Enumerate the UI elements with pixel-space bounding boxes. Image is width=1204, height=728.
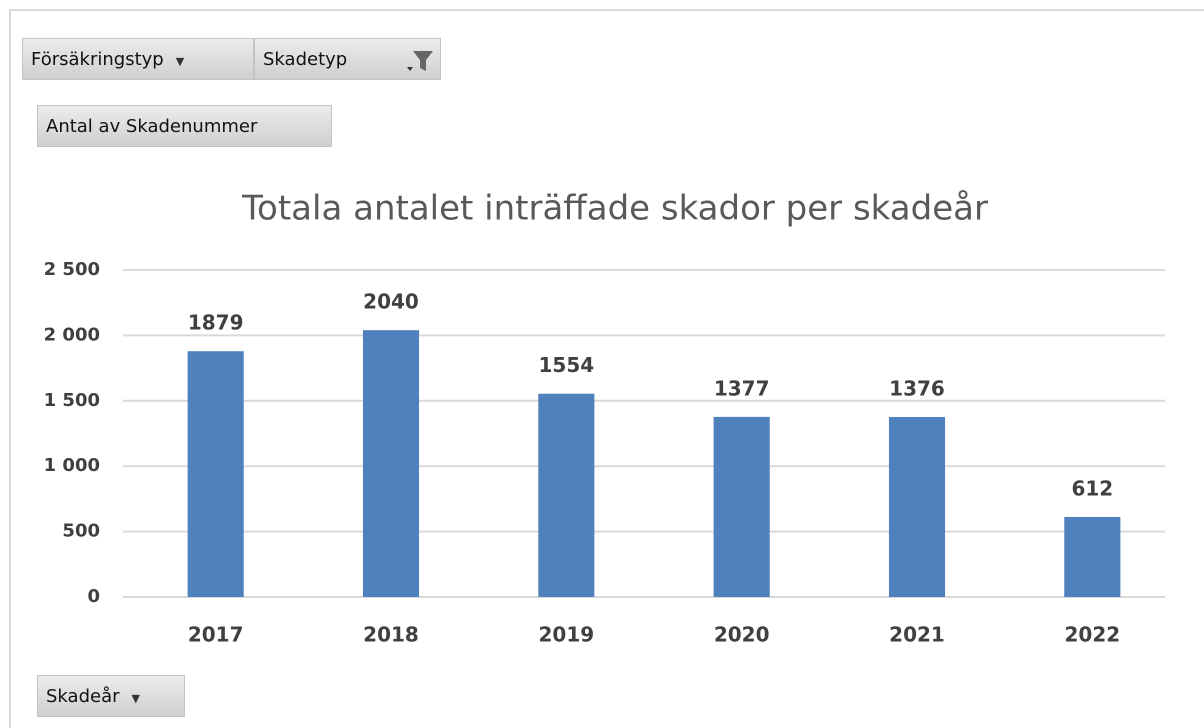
- button-label: Skadeår: [46, 686, 120, 707]
- x-tick-label: 2021: [889, 623, 945, 647]
- dropdown-arrow: ▼: [131, 692, 140, 705]
- y-tick-label: 1 500: [44, 390, 100, 411]
- y-tick-label: 2 000: [44, 324, 100, 345]
- y-tick-label: 2 500: [44, 259, 100, 280]
- bar: [713, 416, 770, 597]
- data-label: 1377: [714, 376, 770, 400]
- data-label: 1554: [538, 353, 594, 377]
- data-label: 2040: [363, 290, 419, 314]
- axis-button[interactable]: Skadeår ▼: [37, 675, 185, 717]
- y-tick-label: 500: [62, 521, 100, 542]
- y-tick-label: 0: [87, 586, 100, 607]
- bar: [1064, 516, 1121, 597]
- filter-button[interactable]: Försäkringstyp ▼: [22, 38, 254, 80]
- y-tick-label: 1 000: [44, 455, 100, 476]
- x-tick-label: 2019: [538, 623, 594, 647]
- x-tick-label: 2017: [188, 623, 244, 647]
- x-tick-label: 2022: [1064, 623, 1120, 647]
- button-label: Skadetyp: [263, 49, 348, 70]
- value-button[interactable]: Antal av Skadenummer: [37, 105, 332, 147]
- x-tick-label: 2020: [714, 623, 770, 647]
- data-label: 1879: [188, 311, 244, 335]
- bar: [888, 417, 946, 597]
- data-label: 1376: [889, 377, 945, 401]
- bar: [362, 330, 420, 597]
- data-label: 612: [1071, 476, 1113, 500]
- button-label: Antal av Skadenummer: [46, 116, 258, 137]
- x-tick-label: 2018: [363, 623, 419, 647]
- bar: [538, 393, 595, 597]
- bar: [187, 351, 244, 597]
- button-label: Försäkringstyp: [31, 49, 164, 70]
- dropdown-arrow: ▼: [175, 55, 185, 68]
- chart-title: Totala antalet inträffade skador per ska…: [241, 189, 988, 229]
- filter-icon: [407, 51, 433, 71]
- filter-button[interactable]: Skadetyp: [254, 38, 441, 80]
